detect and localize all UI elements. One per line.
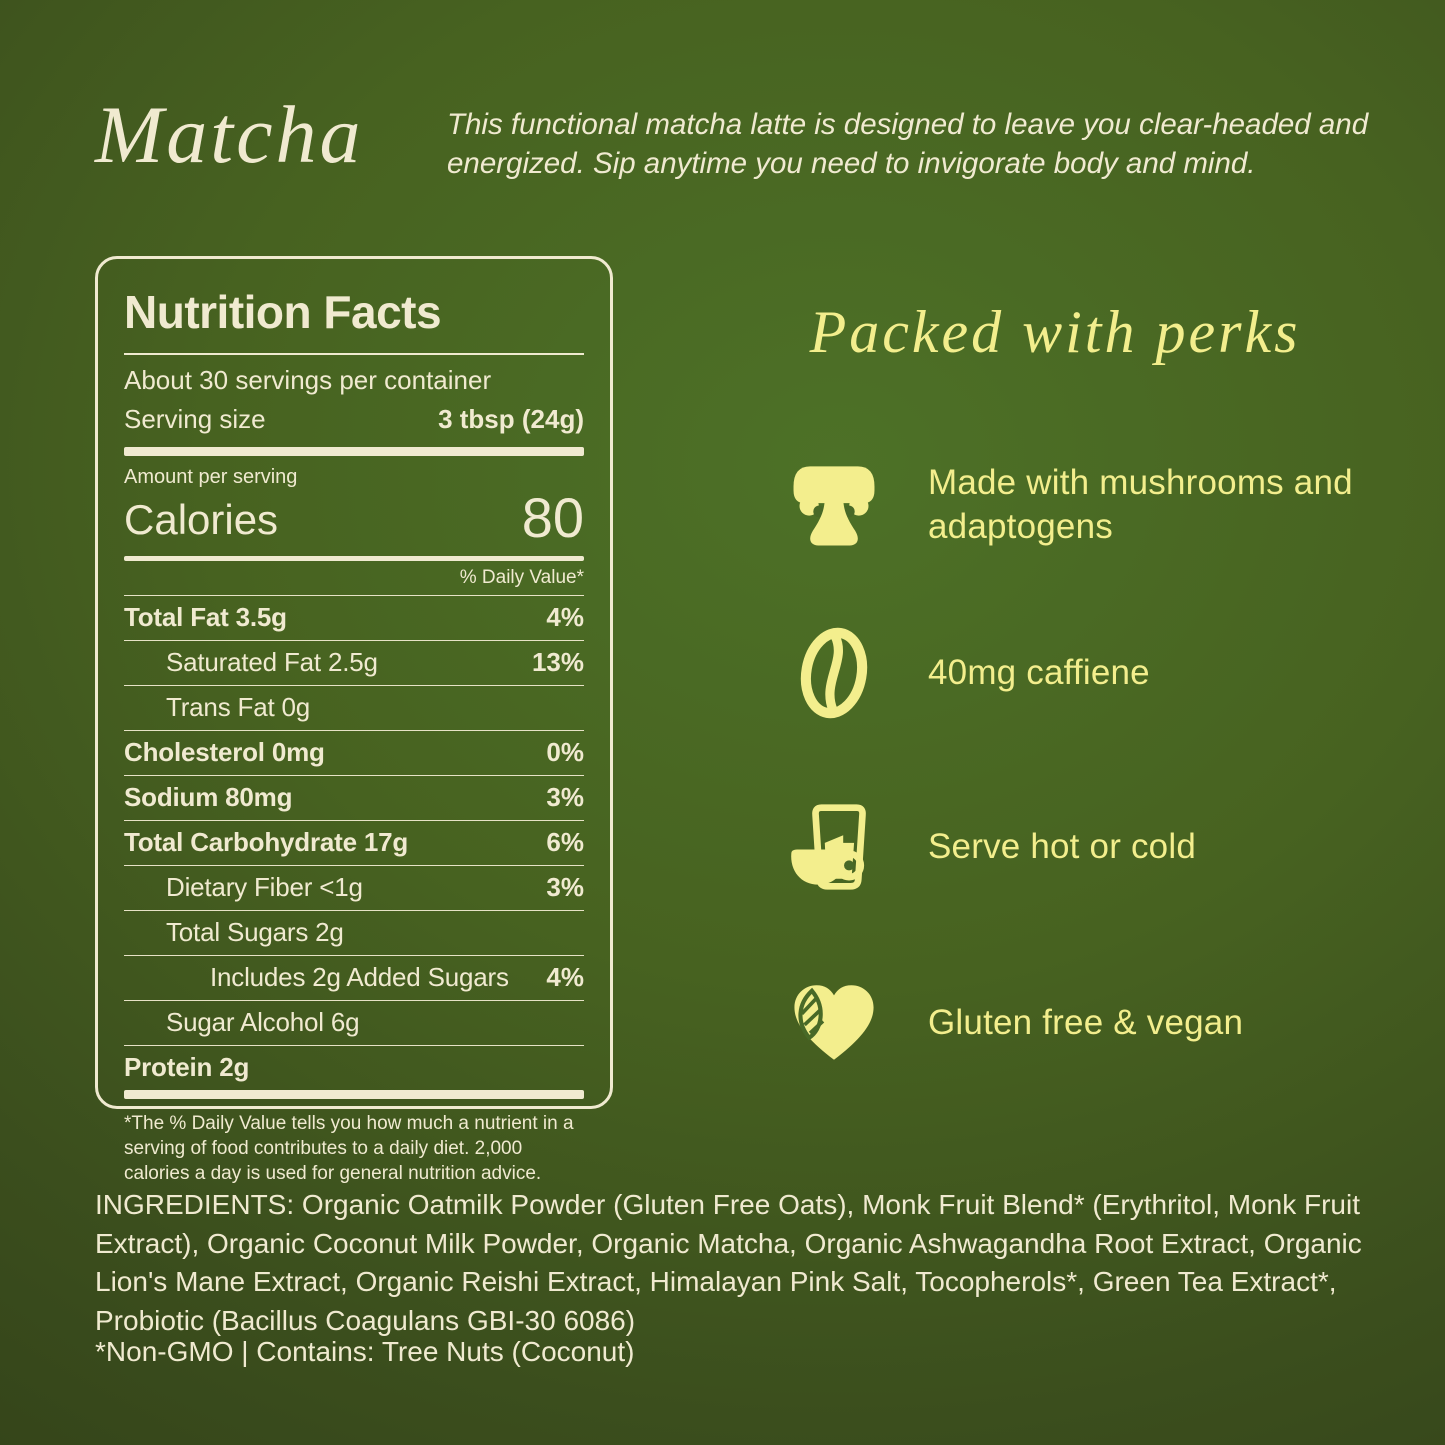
- nutrition-row: Includes 2g Added Sugars 4%: [124, 956, 584, 1002]
- serving-size-row: Serving size 3 tbsp (24g): [124, 404, 584, 435]
- perk-label: Gluten free & vegan: [928, 1003, 1244, 1043]
- divider: [124, 353, 584, 355]
- serving-size-value: 3 tbsp (24g): [438, 404, 584, 434]
- nutrition-row: Sodium 80mg 3%: [124, 776, 584, 822]
- product-description: This functional matcha latte is designed…: [447, 108, 1369, 180]
- daily-value-footnote: *The % Daily Value tells you how much a …: [124, 1113, 574, 1185]
- perk-label: Serve hot or cold: [928, 827, 1196, 867]
- product-title: Matcha: [95, 89, 364, 180]
- nutrition-row: Cholesterol 0mg 0%: [124, 731, 584, 777]
- nutrition-facts-title: Nutrition Facts: [124, 286, 442, 338]
- heart-leaf-icon: [788, 971, 880, 1075]
- ingredients-text: INGREDIENTS: Organic Oatmilk Powder (Glu…: [95, 1189, 1362, 1336]
- nutrition-row: Trans Fat 0g: [124, 686, 584, 732]
- medium-divider: [124, 556, 584, 562]
- allergen-text: *Non-GMO | Contains: Tree Nuts (Coconut): [95, 1336, 635, 1367]
- thick-divider: [124, 447, 584, 456]
- perk-item: Serve hot or cold: [788, 792, 1408, 902]
- perk-item: Made with mushrooms and adaptogens: [788, 450, 1408, 560]
- hot-cold-cup-icon: [788, 795, 880, 899]
- nutrition-row: Saturated Fat 2.5g 13%: [124, 641, 584, 687]
- nutrition-row: Sugar Alcohol 6g: [124, 1001, 584, 1047]
- calories-row: Calories 80: [124, 486, 584, 549]
- nutrition-facts-panel: Nutrition Facts About 30 servings per co…: [95, 256, 613, 1184]
- perk-label: Made with mushrooms and adaptogens: [928, 463, 1353, 546]
- perk-label: 40mg caffiene: [928, 653, 1150, 693]
- thick-divider: [124, 1090, 584, 1100]
- mushroom-icon: [788, 453, 880, 557]
- calories-label: Calories: [124, 496, 279, 544]
- perks-title: Packed with perks: [809, 299, 1301, 365]
- nutrition-row: Total Fat 3.5g 4%: [124, 596, 584, 642]
- servings-per-container: About 30 servings per container: [124, 365, 492, 395]
- nutrition-row: Total Sugars 2g: [124, 911, 584, 957]
- nutrition-row: Dietary Fiber <1g 3%: [124, 866, 584, 912]
- daily-value-header: % Daily Value*: [124, 561, 584, 597]
- nutrition-row: Total Carbohydrate 17g 6%: [124, 821, 584, 867]
- calories-value: 80: [521, 486, 584, 549]
- coffee-bean-icon: [788, 621, 880, 725]
- nutrition-row: Protein 2g: [124, 1052, 250, 1083]
- serving-size-label: Serving size: [124, 404, 266, 434]
- perk-item: 40mg caffiene: [788, 618, 1408, 728]
- amount-per-serving-label: Amount per serving: [124, 466, 298, 488]
- perk-item: Gluten free & vegan: [788, 968, 1408, 1078]
